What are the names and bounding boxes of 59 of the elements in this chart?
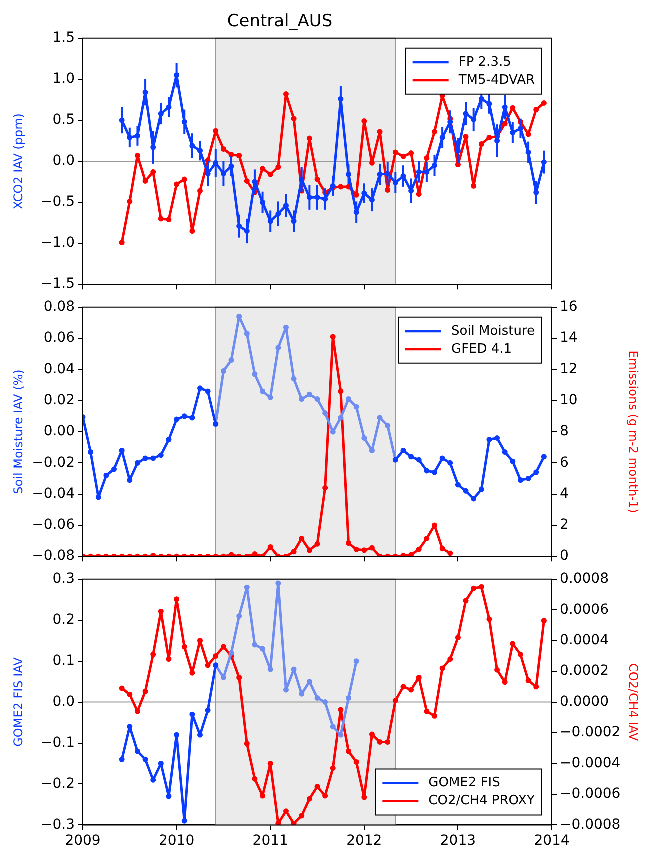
y2-tick-label: 4	[560, 486, 569, 502]
y-tick-label: 0.02	[44, 392, 75, 408]
x-tick-label: 2012	[346, 833, 382, 850]
y2-tick-label: 10	[560, 392, 578, 408]
x-tick-label: 2011	[252, 833, 288, 850]
y2-tick-label: 12	[560, 361, 578, 378]
y-tick-label: 0.06	[44, 330, 76, 346]
x-tick-label: 2013	[440, 833, 476, 850]
y-axis-title: XCO2 IAV (ppm)	[11, 114, 26, 210]
y2-tick-label: 0.0000	[560, 694, 609, 710]
y2-tick-label: 14	[560, 330, 578, 346]
y2-tick-label: 0.0008	[560, 571, 609, 588]
legend-label: FP 2.3.5	[458, 54, 512, 70]
legend-label: TM5-4DVAR	[458, 72, 536, 88]
y-tick-label: −0.1	[41, 734, 75, 751]
y2-axis-title: CO2/CH4 IAV	[626, 664, 641, 742]
legend-label: GOME2 FIS	[428, 776, 500, 791]
y2-tick-label: 16	[560, 299, 578, 316]
y-tick-label: −1.0	[41, 235, 75, 252]
legend-label: CO2/CH4 PROXY	[428, 794, 536, 809]
y2-tick-label: −0.0004	[560, 755, 621, 772]
y-tick-label: 0.0	[52, 153, 75, 170]
y-tick-label: 0.0	[52, 694, 75, 710]
chart-title: Central_AUS	[227, 12, 333, 32]
y-tick-label: −0.5	[41, 194, 75, 210]
legend-label: Soil Moisture	[451, 324, 536, 339]
y-tick-label: −0.3	[41, 816, 75, 833]
y2-tick-label: 2	[560, 517, 569, 534]
y2-tick-label: −0.0002	[560, 724, 621, 741]
y-axis-title: GOME2 FIS IAV	[11, 656, 26, 747]
y-tick-label: −0.2	[41, 776, 75, 792]
y-tick-label: 0.08	[44, 299, 75, 316]
y2-tick-label: 6	[560, 454, 569, 471]
y2-axis-title: Emissions (g m-2 month-1)	[626, 350, 641, 514]
y-tick-label: −0.02	[32, 454, 75, 471]
x-tick-label: 2014	[534, 833, 570, 850]
y-tick-label: 0.5	[52, 112, 75, 128]
y-tick-label: 1.5	[52, 30, 75, 46]
y-tick-label: 0.04	[44, 361, 76, 378]
y2-tick-label: 0.0002	[560, 663, 609, 680]
y2-tick-label: 0	[560, 548, 569, 564]
y-tick-label: −0.08	[32, 548, 75, 564]
y2-tick-label: −0.0008	[560, 816, 621, 833]
legend-label: GFED 4.1	[451, 342, 512, 357]
y-tick-label: 0.00	[44, 424, 75, 440]
y-tick-label: 0.2	[52, 612, 75, 628]
y2-tick-label: 0.0004	[560, 632, 610, 648]
y-tick-label: −0.06	[32, 517, 76, 534]
x-tick-label: 2010	[158, 833, 195, 850]
y-tick-label: 0.3	[52, 571, 75, 588]
y2-tick-label: 0.0006	[560, 602, 610, 618]
y-axis-title: Soil Moisture IAV (%)	[11, 370, 26, 494]
y-tick-label: −0.04	[32, 486, 76, 502]
x-tick-label: 2009	[65, 833, 101, 850]
y-tick-label: 0.1	[52, 652, 75, 669]
y-tick-label: 1.0	[52, 71, 75, 88]
y2-tick-label: 8	[560, 424, 569, 440]
y2-tick-label: −0.0006	[560, 786, 621, 802]
y-tick-label: −1.5	[41, 276, 75, 292]
